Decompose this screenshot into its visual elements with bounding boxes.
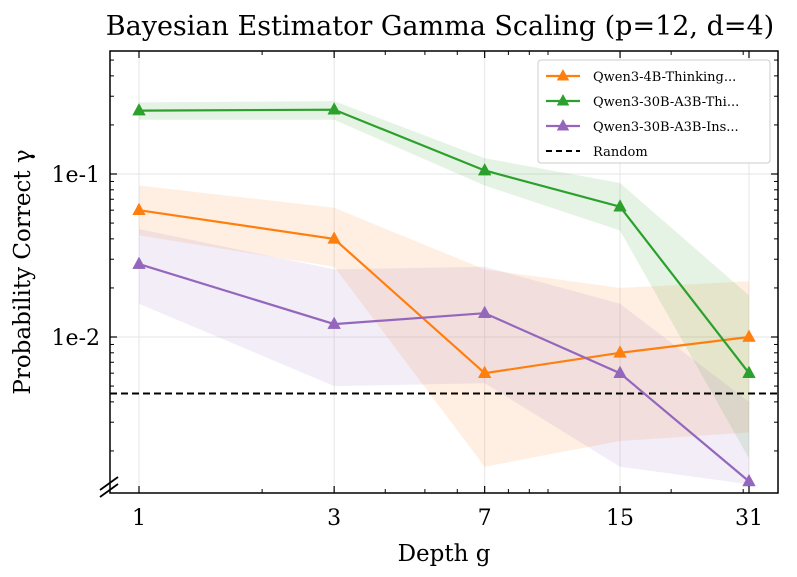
- data-point-series-3-x-31: [742, 473, 756, 487]
- data-point-series-3-x-1: [132, 256, 146, 269]
- data-point-series-2-x-1: [132, 103, 146, 116]
- legend-entries: Qwen3-4B-Thinking... Qwen3-30B-A3B-Thi...…: [546, 68, 739, 160]
- x-axis-label: Depth g: [398, 541, 491, 567]
- data-point-series-2-x-31: [742, 365, 756, 378]
- confidence-band-series-1: [139, 185, 749, 467]
- data-point-series-1-x-7: [477, 365, 492, 378]
- axis-ticks: [110, 51, 778, 493]
- legend-label-3: Qwen3-30B-A3B-Ins...: [593, 120, 739, 135]
- y-axis-label: Probability Correct γ: [10, 149, 36, 394]
- series-markers: [132, 102, 756, 487]
- data-point-series-2-x-15: [613, 199, 627, 212]
- data-point-series-1-x-15: [613, 345, 627, 358]
- legend-label-4: Random: [593, 145, 648, 160]
- data-point-series-2-x-3: [327, 102, 341, 115]
- x-tick-label-3: 3: [327, 506, 341, 531]
- legend-marker-3: [556, 118, 570, 131]
- y-tick-label-1e-2: 1e-2: [52, 326, 100, 351]
- axis-break-marker: [99, 476, 119, 498]
- data-point-series-3-x-7: [477, 305, 492, 318]
- legend-marker-2: [556, 93, 570, 106]
- x-tick-label-7: 7: [478, 506, 492, 531]
- legend: Qwen3-4B-Thinking... Qwen3-30B-A3B-Thi...…: [537, 59, 771, 164]
- legend-label-2: Qwen3-30B-A3B-Thi...: [593, 95, 739, 110]
- axis-tick-labels: 1 3 7 15 31 1e-2 1e-1: [52, 163, 763, 531]
- y-tick-label-1e-1: 1e-1: [52, 163, 100, 188]
- data-point-series-1-x-1: [132, 202, 146, 215]
- data-point-series-2-x-7: [477, 163, 492, 176]
- data-point-series-3-x-3: [327, 316, 341, 329]
- data-point-series-3-x-15: [613, 365, 627, 378]
- confidence-bands: [139, 101, 749, 485]
- legend-marker-1: [556, 68, 570, 81]
- plot-frame: [109, 50, 779, 494]
- x-tick-label-1: 1: [132, 506, 146, 531]
- legend-label-1: Qwen3-4B-Thinking...: [593, 70, 736, 85]
- x-tick-label-31: 31: [735, 506, 763, 531]
- chart-title: Bayesian Estimator Gamma Scaling (p=12, …: [106, 11, 774, 42]
- confidence-band-series-2: [139, 101, 749, 459]
- x-tick-label-15: 15: [606, 506, 634, 531]
- data-point-series-1-x-3: [327, 231, 341, 244]
- legend-box: [537, 59, 771, 164]
- data-point-series-1-x-31: [742, 329, 756, 342]
- confidence-band-series-3: [139, 229, 749, 485]
